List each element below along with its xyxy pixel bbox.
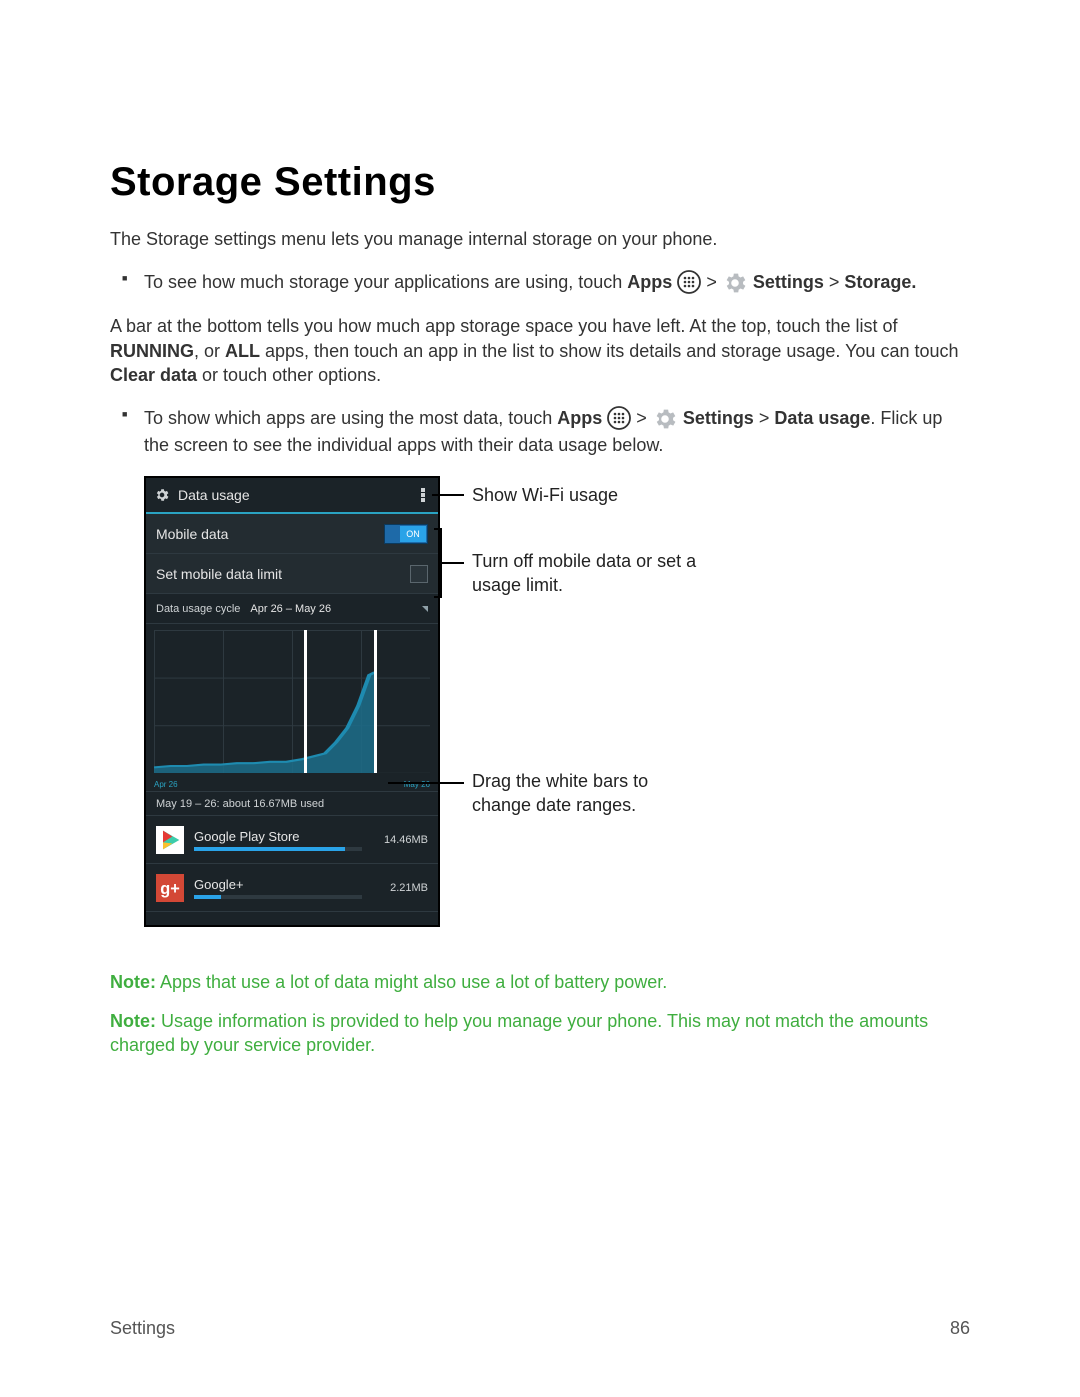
toggle-on-label: ON [400, 526, 426, 542]
text: To see how much storage your application… [144, 272, 627, 292]
text: , or [194, 341, 225, 361]
app-usage-bar [194, 847, 362, 851]
all-label: ALL [225, 341, 260, 361]
spinner-icon [422, 606, 428, 612]
cycle-value: Apr 26 – May 26 [250, 603, 331, 615]
app-name: Google Play Store [194, 829, 362, 844]
settings-label: Settings [683, 408, 754, 428]
cycle-label: Data usage cycle [156, 603, 240, 615]
app-row[interactable]: g+ Google+ 2.21MB [146, 864, 438, 912]
page-footer: Settings 86 [110, 1318, 970, 1339]
text: A bar at the bottom tells you how much a… [110, 316, 897, 336]
apps-icon [607, 406, 631, 430]
gear-icon [154, 487, 170, 503]
clear-data-label: Clear data [110, 365, 197, 385]
sep: > [706, 272, 722, 292]
app-main: Google+ [194, 877, 362, 899]
usage-summary: May 19 – 26: about 16.67MB used [146, 792, 438, 816]
app-usage-bar [194, 895, 362, 899]
chart-area [154, 633, 430, 773]
screenshot-title: Data usage [178, 487, 416, 503]
paragraph-bar-info: A bar at the bottom tells you how much a… [110, 314, 970, 387]
set-limit-label: Set mobile data limit [156, 566, 282, 582]
settings-label: Settings [753, 272, 824, 292]
range-handle-left[interactable] [304, 630, 307, 773]
sep: > [754, 408, 775, 428]
overflow-icon[interactable] [416, 486, 430, 504]
screenshot-header: Data usage [146, 478, 438, 514]
callout-line [388, 782, 464, 784]
note-text: Usage information is provided to help yo… [110, 1011, 928, 1055]
bullet-data-usage-path: To show which apps are using the most da… [144, 405, 970, 458]
text: apps, then touch an app in the list to s… [260, 341, 958, 361]
settings-icon [722, 270, 748, 296]
app-size: 2.21MB [372, 882, 428, 894]
footer-page-number: 86 [950, 1318, 970, 1339]
mobile-data-label: Mobile data [156, 526, 228, 542]
text: To show which apps are using the most da… [144, 408, 557, 428]
text: or touch other options. [197, 365, 381, 385]
app-row[interactable]: Google Play Store 14.46MB [146, 816, 438, 864]
apps-icon [677, 270, 701, 294]
app-name: Google+ [194, 877, 362, 892]
note-battery: Note: Apps that use a lot of data might … [110, 970, 970, 994]
data-usage-figure: Data usage Mobile data ON Set mobile dat… [144, 476, 944, 940]
cycle-row[interactable]: Data usage cycle Apr 26 – May 26 [146, 594, 438, 624]
bullet-storage-path: To see how much storage your application… [144, 269, 970, 296]
sep: > [636, 408, 652, 428]
sep: > [824, 272, 845, 292]
intro-paragraph: The Storage settings menu lets you manag… [110, 227, 970, 251]
storage-label: Storage. [844, 272, 916, 292]
callout-line [442, 562, 464, 564]
app-main: Google Play Store [194, 829, 362, 851]
set-limit-checkbox[interactable] [410, 565, 428, 583]
note-text: Apps that use a lot of data might also u… [156, 972, 667, 992]
callout-mobile-limit: Turn off mobile data or set a usage limi… [472, 550, 702, 597]
apps-label: Apps [627, 272, 672, 292]
apps-label: Apps [557, 408, 602, 428]
svg-text:g+: g+ [160, 880, 180, 898]
callout-drag-bars: Drag the white bars to change date range… [472, 770, 702, 817]
app-icon [156, 826, 184, 854]
callout-wifi: Show Wi-Fi usage [472, 484, 618, 507]
page-title: Storage Settings [110, 160, 970, 205]
mobile-data-row[interactable]: Mobile data ON [146, 514, 438, 554]
callout-line [432, 494, 464, 496]
app-size: 14.46MB [372, 834, 428, 846]
footer-section: Settings [110, 1318, 175, 1339]
x-left: Apr 26 [154, 780, 178, 789]
note-label: Note: [110, 972, 156, 992]
running-label: RUNNING [110, 341, 194, 361]
phone-screenshot: Data usage Mobile data ON Set mobile dat… [144, 476, 440, 927]
set-limit-row[interactable]: Set mobile data limit [146, 554, 438, 594]
note-label: Note: [110, 1011, 156, 1031]
range-handle-right[interactable] [374, 630, 377, 773]
note-provider: Note: Usage information is provided to h… [110, 1009, 970, 1058]
app-icon: g+ [156, 874, 184, 902]
data-usage-label: Data usage [774, 408, 870, 428]
callout-bracket [434, 528, 442, 598]
mobile-data-toggle[interactable]: ON [384, 524, 428, 544]
settings-icon [652, 406, 678, 432]
usage-chart[interactable]: Apr 26 May 26 [146, 624, 438, 792]
